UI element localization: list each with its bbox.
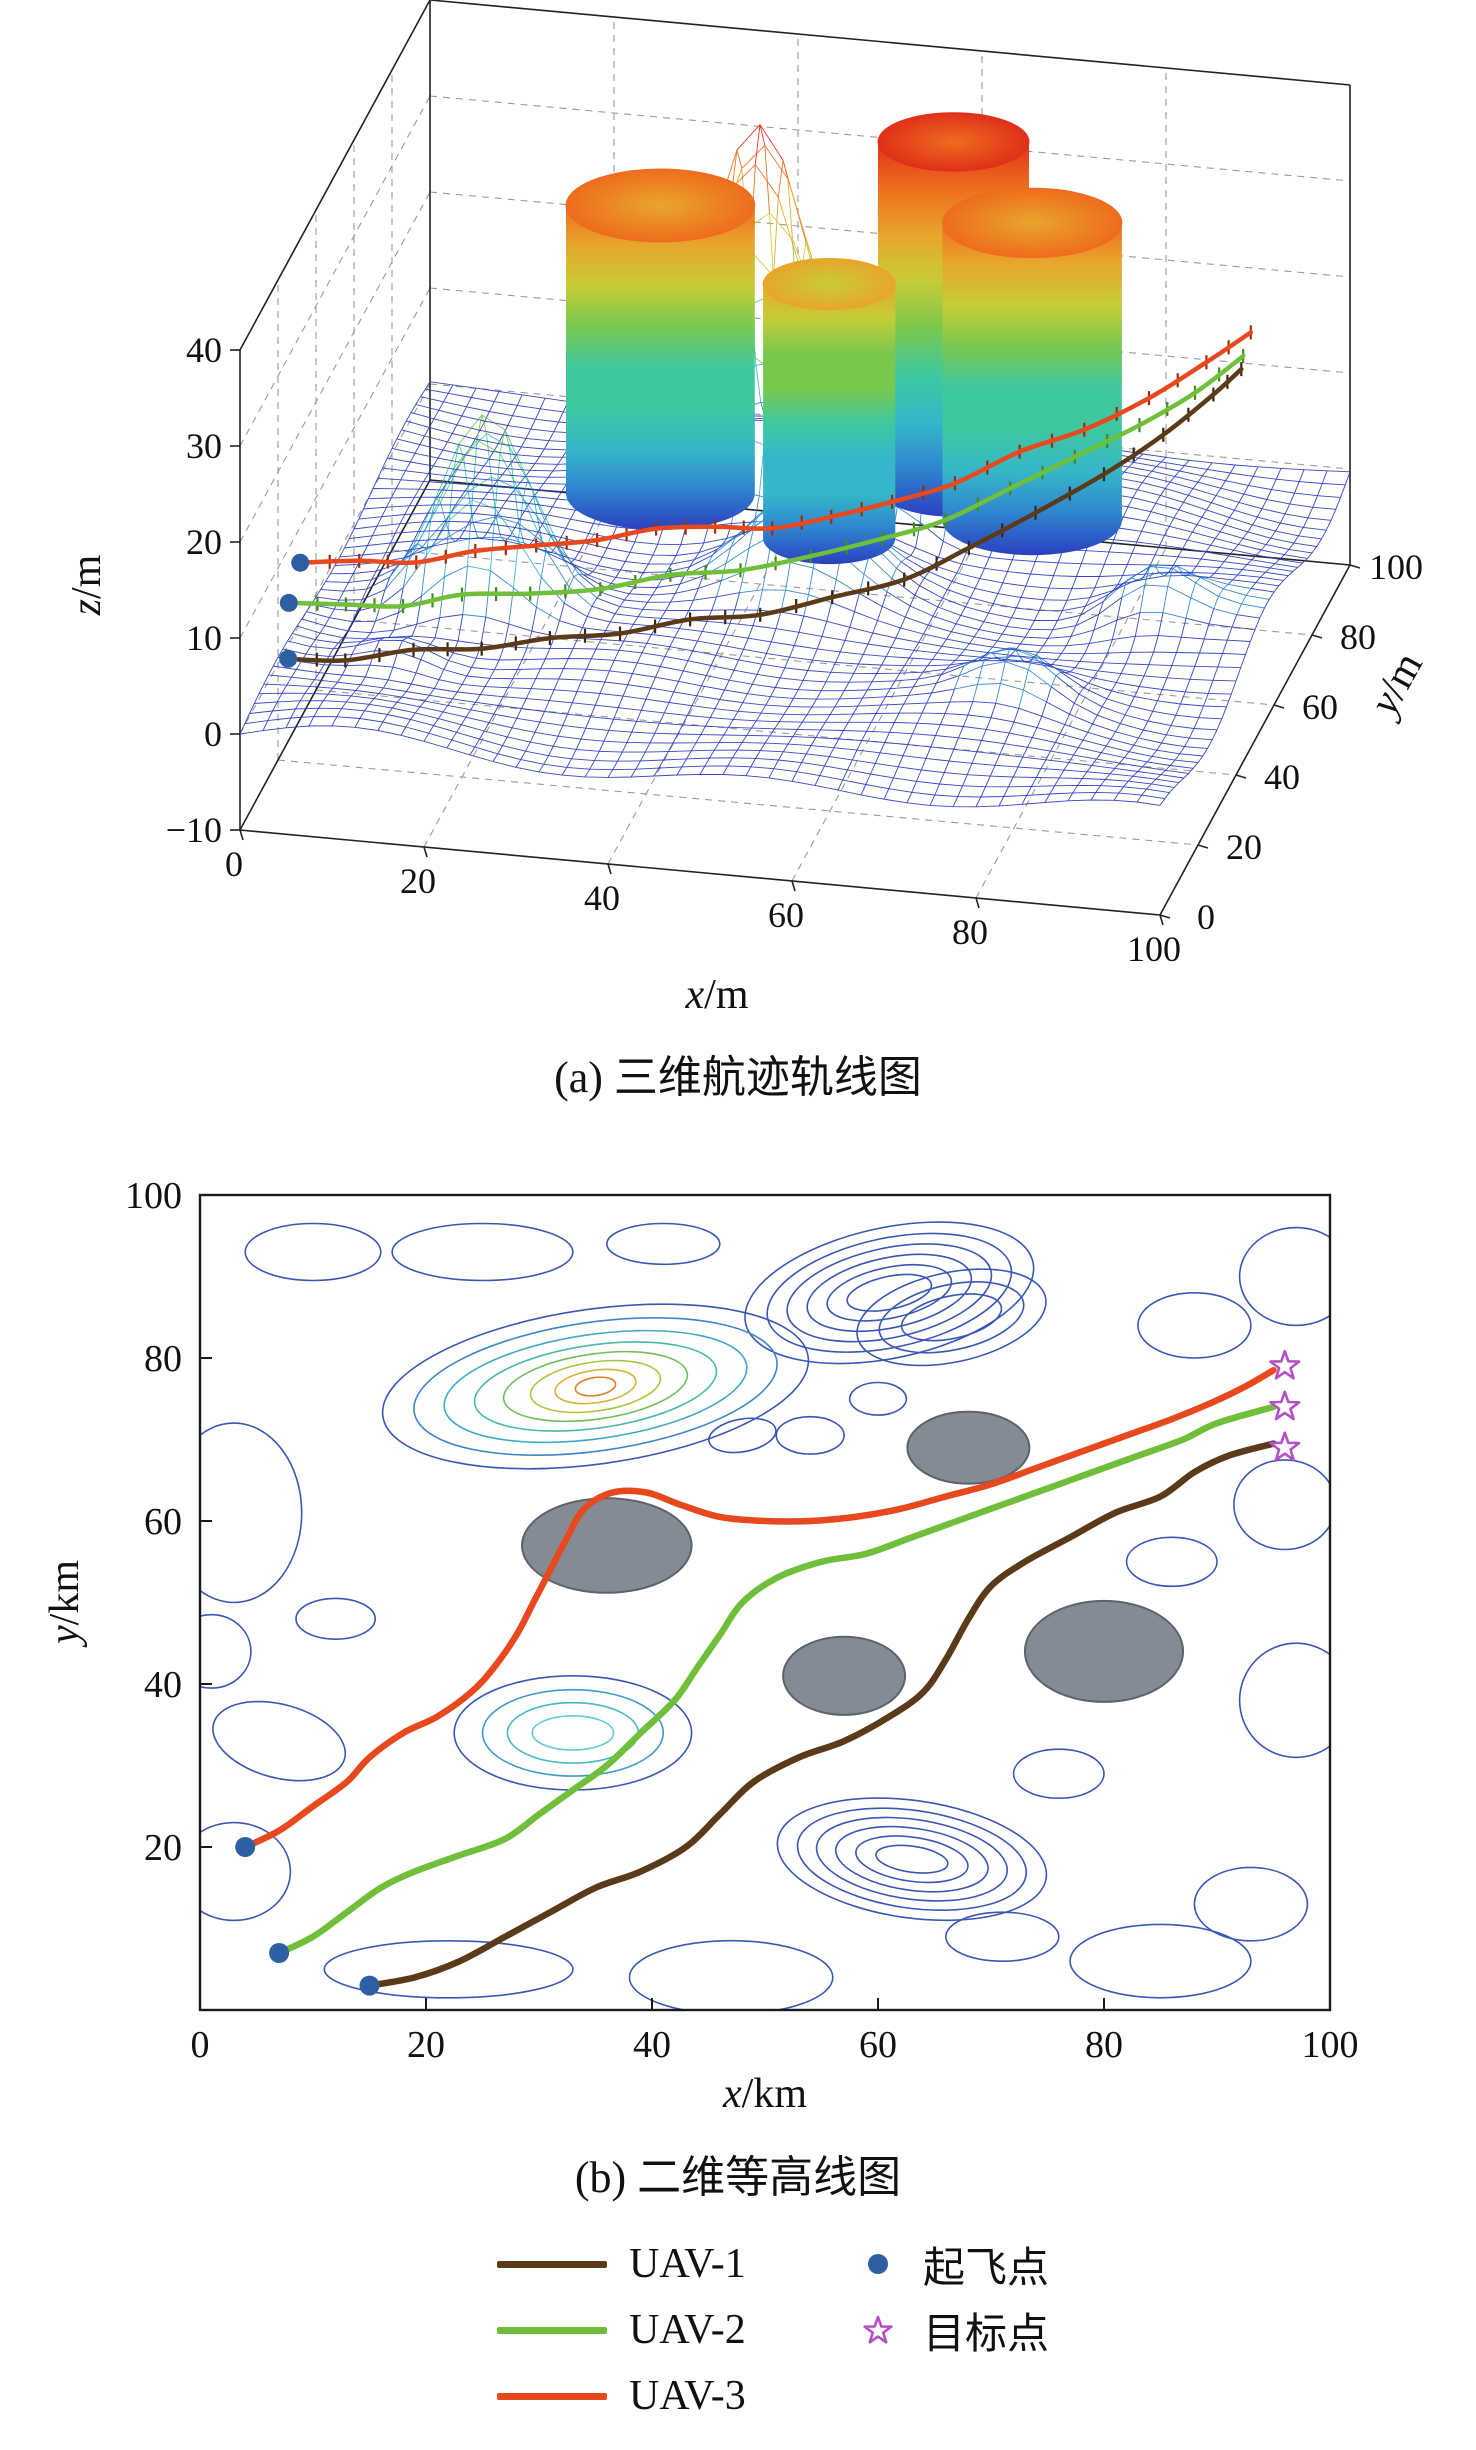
svg-text:20: 20 <box>407 2024 445 2066</box>
svg-text:20: 20 <box>144 1827 182 1869</box>
plot-2d-contour: 0 20 40 60 80 100 20 40 60 80 100 x/km y/km <box>42 1175 1359 2117</box>
caption-2d: (b) 二维等高线图 <box>574 2153 902 2202</box>
svg-text:x/m: x/m <box>685 972 749 1018</box>
svg-text:40: 40 <box>144 1664 182 1706</box>
legend-column-uav: UAV-1 UAV-2 UAV-3 <box>497 2238 746 2422</box>
svg-text:80: 80 <box>144 1338 182 1380</box>
svg-text:40: 40 <box>584 878 620 918</box>
svg-text:100: 100 <box>1127 929 1181 969</box>
svg-text:0: 0 <box>204 714 222 754</box>
uav-line-swatch-0 <box>497 2261 607 2268</box>
svg-text:x/km: x/km <box>722 2071 807 2117</box>
svg-text:60: 60 <box>144 1501 182 1543</box>
legend-label: UAV-1 <box>629 2241 746 2287</box>
uav-line-swatch-2 <box>497 2393 607 2400</box>
svg-text:60: 60 <box>859 2024 897 2066</box>
svg-text:100: 100 <box>1369 547 1423 587</box>
svg-text:0: 0 <box>191 2024 210 2066</box>
legend-item-2: UAV-3 <box>497 2370 746 2422</box>
svg-text:20: 20 <box>400 861 436 901</box>
svg-text:100: 100 <box>125 1175 182 1217</box>
legend-item-0: UAV-1 <box>497 2238 746 2290</box>
legend-label: 目标点 <box>923 2311 1050 2358</box>
svg-text:40: 40 <box>633 2024 671 2066</box>
caption-3d: (a) 三维航迹轨线图 <box>554 1053 922 1102</box>
svg-text:0: 0 <box>225 844 243 884</box>
svg-text:y/km: y/km <box>42 1560 88 1648</box>
svg-text:100: 100 <box>1302 2024 1359 2066</box>
legend-item-3: 起飞点 <box>855 2238 1049 2292</box>
svg-text:80: 80 <box>1085 2024 1123 2066</box>
svg-text:80: 80 <box>952 912 988 952</box>
svg-text:−10: −10 <box>166 810 222 850</box>
svg-text:80: 80 <box>1340 617 1376 657</box>
legend-label: 起飞点 <box>923 2245 1050 2292</box>
legend-label: UAV-3 <box>629 2373 746 2419</box>
svg-text:20: 20 <box>1226 827 1262 867</box>
legend-item-4: 目标点 <box>855 2304 1049 2358</box>
legend-item-1: UAV-2 <box>497 2304 746 2356</box>
legend: UAV-1 UAV-2 UAV-3 起飞点目标点 <box>0 2238 1476 2450</box>
svg-text:40: 40 <box>1264 757 1300 797</box>
svg-text:60: 60 <box>1302 687 1338 727</box>
plot-3d-trajectories: 0 20 40 60 80 100020406080100−10010203040x/my… <box>64 0 1432 1018</box>
target-point-icon <box>863 2315 893 2344</box>
svg-text:60: 60 <box>768 895 804 935</box>
svg-text:10: 10 <box>186 618 222 658</box>
svg-text:20: 20 <box>186 522 222 562</box>
svg-text:z/m: z/m <box>64 554 110 616</box>
svg-text:40: 40 <box>186 330 222 370</box>
legend-label: UAV-2 <box>629 2307 746 2353</box>
svg-text:30: 30 <box>186 426 222 466</box>
uav-line-swatch-1 <box>497 2327 607 2334</box>
legend-column-markers: 起飞点 目标点 <box>855 2238 1049 2358</box>
svg-text:0: 0 <box>1197 897 1215 937</box>
start-point-icon <box>868 2254 888 2274</box>
